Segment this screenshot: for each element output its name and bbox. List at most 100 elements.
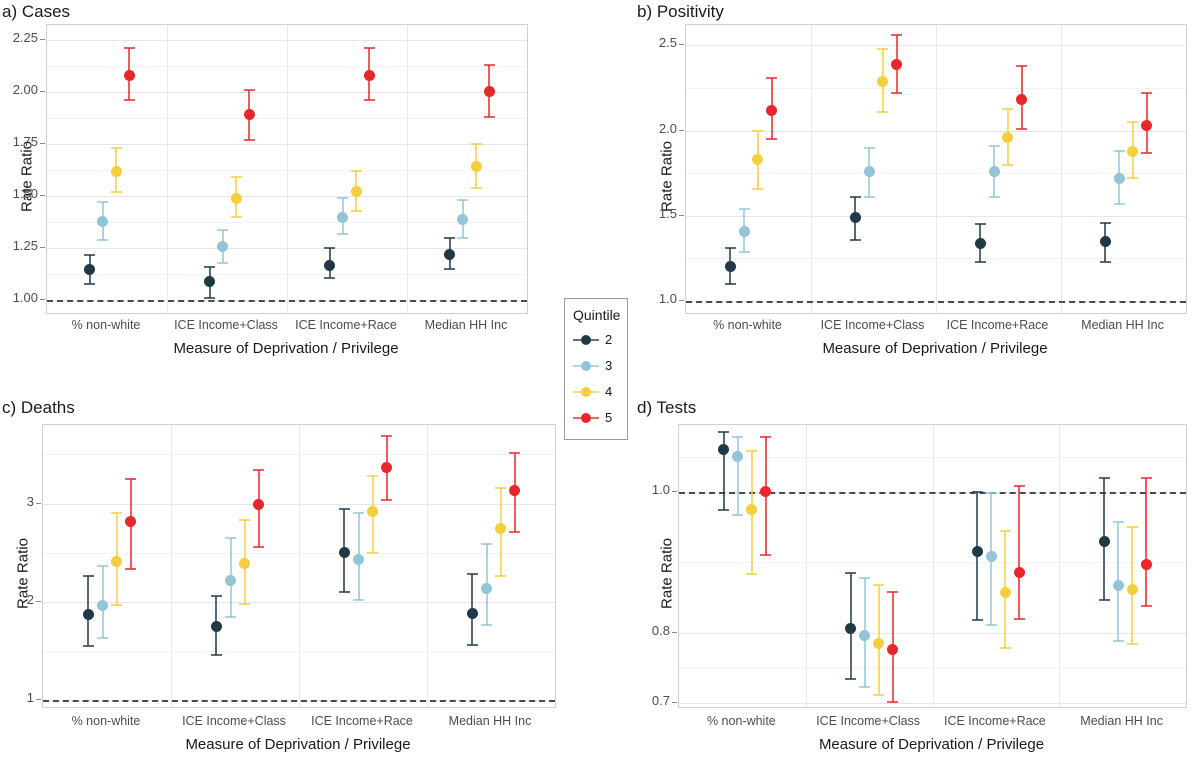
data-point <box>350 186 362 198</box>
x-tick-label: ICE Income+Class <box>816 714 921 728</box>
error-bar <box>722 432 725 510</box>
error-bar-cap <box>746 572 758 575</box>
data-point <box>845 623 857 635</box>
error-bar-cap <box>1141 151 1153 154</box>
legend-item-quintile-4[interactable]: 4 <box>573 383 619 401</box>
gridline-vertical <box>811 25 812 313</box>
data-point <box>877 75 889 87</box>
error-bar-cap <box>718 508 730 511</box>
legend-item-quintile-3[interactable]: 3 <box>573 357 619 375</box>
legend-marker-dot <box>581 361 591 371</box>
error-bar-cap <box>457 199 469 202</box>
error-bar-cap <box>873 584 885 587</box>
error-bar-cap <box>82 645 94 648</box>
data-point <box>752 154 764 166</box>
error-bar-cap <box>97 564 109 567</box>
error-bar-cap <box>324 247 336 250</box>
error-bar-cap <box>363 46 375 49</box>
data-point <box>988 166 1000 178</box>
error-bar-cap <box>746 450 758 453</box>
error-bar-cap <box>891 34 903 37</box>
error-bar-cap <box>845 572 857 575</box>
error-bar-cap <box>1099 260 1111 263</box>
data-point <box>84 263 96 275</box>
x-tick-label: ICE Income+Class <box>820 318 925 332</box>
error-bar-cap <box>110 190 122 193</box>
error-bar-cap <box>204 297 216 300</box>
error-bar-cap <box>752 129 764 132</box>
y-tick-label: 2.0 <box>658 120 677 136</box>
y-tick-mark <box>679 129 684 131</box>
error-bar-cap <box>877 110 889 113</box>
x-tick-label: ICE Income+Race <box>946 318 1049 332</box>
error-bar-cap <box>1016 127 1028 130</box>
y-tick-label: 2.5 <box>658 35 677 51</box>
y-tick-label: 1.75 <box>12 133 38 149</box>
data-point <box>849 212 861 224</box>
error-bar-cap <box>887 591 899 594</box>
error-bar-cap <box>210 653 222 656</box>
y-tick-mark <box>40 38 45 40</box>
error-bar-cap <box>470 142 482 145</box>
plot-area-b <box>685 24 1187 314</box>
gridline-vertical <box>427 425 428 707</box>
y-tick-label: 1.25 <box>12 238 38 254</box>
error-bar-cap <box>239 519 251 522</box>
error-bar-cap <box>230 176 242 179</box>
data-point <box>337 211 349 223</box>
y-tick-mark <box>672 702 677 704</box>
error-bar-cap <box>1099 221 1111 224</box>
error-bar-cap <box>766 76 778 79</box>
data-point <box>495 522 507 534</box>
y-tick-mark <box>672 631 677 633</box>
error-bar-cap <box>367 475 379 478</box>
data-point <box>363 69 375 81</box>
plot-area-c <box>42 424 556 708</box>
data-point <box>253 499 265 511</box>
legend-item-quintile-5[interactable]: 5 <box>573 409 619 427</box>
y-tick-label: 1.5 <box>658 205 677 221</box>
y-tick-label: 1 <box>26 690 34 706</box>
data-point <box>97 215 109 227</box>
legend-title: Quintile <box>573 307 621 323</box>
error-bar-cap <box>738 208 750 211</box>
error-bar-cap <box>974 260 986 263</box>
error-bar-cap <box>849 196 861 199</box>
data-point <box>111 556 123 568</box>
x-tick-label: Median HH Inc <box>1080 714 1163 728</box>
data-point <box>110 165 122 177</box>
error-bar-cap <box>444 268 456 271</box>
error-bar-cap <box>1141 92 1153 95</box>
data-point <box>444 249 456 261</box>
error-bar-cap <box>110 147 122 150</box>
gridline-vertical <box>167 25 168 313</box>
error-bar-cap <box>125 478 137 481</box>
panel-title-d: d) Tests <box>637 398 697 417</box>
error-bar-cap <box>1127 177 1139 180</box>
data-point <box>760 486 772 498</box>
data-point <box>230 192 242 204</box>
error-bar-cap <box>111 512 123 515</box>
error-bar-cap <box>971 490 983 493</box>
error-bar-cap <box>466 573 478 576</box>
x-tick-label: ICE Income+Class <box>174 318 278 332</box>
data-point <box>1016 94 1028 106</box>
error-bar-cap <box>732 513 744 516</box>
data-point <box>887 643 899 655</box>
x-tick-label: ICE Income+Race <box>295 318 397 332</box>
data-point <box>123 69 135 81</box>
y-tick-mark <box>40 90 45 92</box>
legend-item-quintile-2[interactable]: 2 <box>573 331 619 349</box>
data-point <box>125 515 137 527</box>
error-bar-cap <box>1098 598 1110 601</box>
x-tick-label: % non-white <box>706 714 776 728</box>
y-tick-mark <box>40 195 45 197</box>
error-bar-cap <box>353 598 365 601</box>
data-point <box>1002 131 1014 143</box>
y-tick-mark <box>679 214 684 216</box>
error-bar-cap <box>891 92 903 95</box>
data-point <box>353 554 365 566</box>
reference-line-a <box>47 300 527 303</box>
y-tick-label: 1.0 <box>651 481 670 497</box>
data-point <box>483 86 495 98</box>
